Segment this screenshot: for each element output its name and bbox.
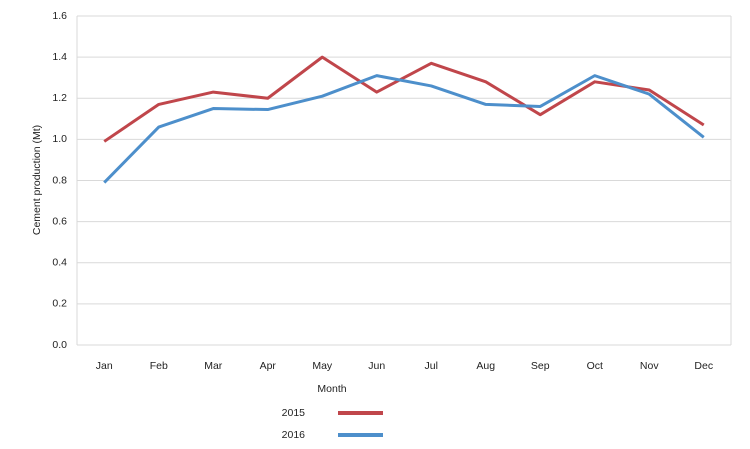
x-tick-label: Aug xyxy=(476,360,495,372)
series-line xyxy=(103,55,705,143)
y-tick-label: 0.8 xyxy=(52,174,67,186)
y-tick-label: 0.0 xyxy=(52,339,67,351)
x-tick-label: Sep xyxy=(531,360,550,372)
y-tick-label: 1.0 xyxy=(52,133,67,145)
x-tick-label: Dec xyxy=(694,360,713,372)
x-tick-label: Feb xyxy=(150,360,168,372)
x-tick-label: Jan xyxy=(96,360,113,372)
x-tick-label: Jul xyxy=(425,360,438,372)
x-tick-label: Apr xyxy=(260,360,277,372)
y-tick-label: 1.4 xyxy=(52,51,67,63)
x-tick-label: Mar xyxy=(204,360,223,372)
y-tick-label: 0.6 xyxy=(52,215,67,227)
legend-label: 2015 xyxy=(282,407,306,419)
y-tick-label: 1.2 xyxy=(52,92,67,104)
legend-label: 2016 xyxy=(282,429,306,441)
y-axis-title: Cement production (Mt) xyxy=(31,125,43,235)
x-tick-label: Nov xyxy=(640,360,659,372)
y-tick-label: 1.6 xyxy=(52,10,67,22)
x-tick-label: Oct xyxy=(587,360,603,372)
y-tick-label: 0.2 xyxy=(52,298,67,310)
series-line xyxy=(103,74,705,184)
x-tick-label: Jun xyxy=(368,360,385,372)
x-tick-label: May xyxy=(312,360,333,372)
x-axis-title: Month xyxy=(317,383,346,395)
y-tick-label: 0.4 xyxy=(52,257,67,269)
